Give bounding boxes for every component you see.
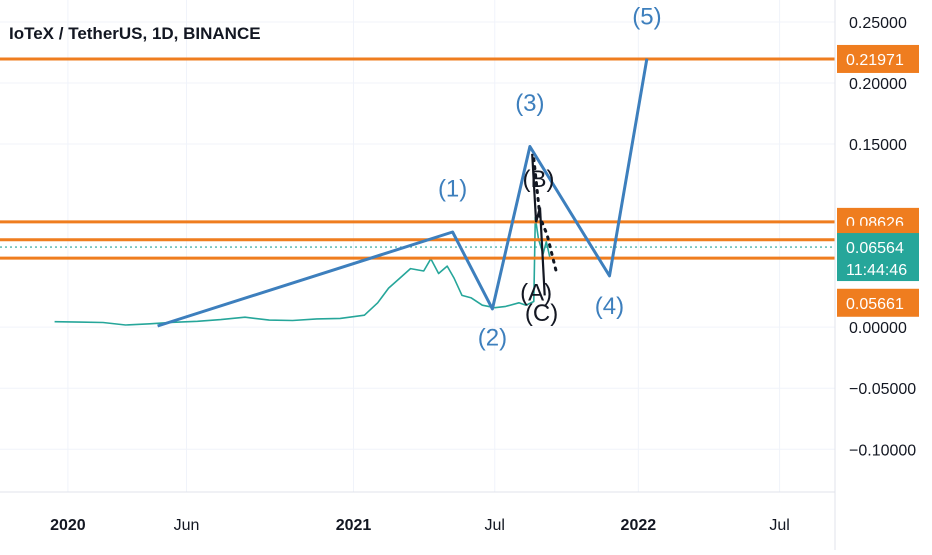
x-tick-label: Jul: [769, 517, 789, 534]
wave-label: (2): [478, 324, 507, 351]
level-tag-label: 0.05661: [846, 296, 904, 313]
correction-wave-line: [531, 153, 546, 296]
elliott-wave-line: [157, 58, 649, 328]
x-tick-label: 2022: [621, 517, 657, 534]
countdown-label: 11:44:46: [846, 262, 907, 279]
wave-label: (4): [595, 293, 624, 320]
x-tick-label: 2021: [336, 517, 372, 534]
grid: [0, 0, 835, 492]
y-tick-label: 0.00000: [849, 320, 907, 337]
x-axis[interactable]: 2020 Jun 2021 Jul 2022 Jul: [50, 517, 790, 534]
level-tag: [837, 288, 919, 317]
y-tick-label: −0.05000: [849, 381, 916, 398]
x-tick-label: 2020: [50, 517, 86, 534]
x-tick-label: Jul: [485, 517, 505, 534]
y-tick-label: 0.15000: [849, 137, 907, 154]
price-tags: 0.219710.086260.071610.056610.0656411:44…: [837, 44, 919, 317]
y-axis[interactable]: 0.25000 0.20000 0.15000 0.00000 −0.05000 −0.1…: [849, 15, 916, 459]
sub-wave-label: (B): [522, 166, 554, 193]
price-series: [54, 216, 551, 326]
sub-wave-label: (A): [520, 279, 552, 306]
wave-label: (5): [632, 3, 661, 30]
wave-label: (3): [515, 90, 544, 117]
level-tag: [837, 44, 919, 73]
wave-path[interactable]: [157, 58, 649, 328]
sub-wave-label: (C): [525, 300, 558, 327]
current-price-label: 0.06564: [846, 240, 904, 257]
y-tick-label: 0.20000: [849, 76, 907, 93]
y-tick-label: −0.10000: [849, 442, 916, 459]
price-line: [54, 216, 551, 326]
level-tag-label: 0.21971: [846, 52, 904, 69]
horizontal-levels[interactable]: [0, 57, 835, 260]
current-price-tag: [837, 233, 919, 282]
chart-title: IoTeX / TetherUS, 1D, BINANCE: [9, 24, 261, 43]
correction-wave-dotted: [532, 157, 558, 274]
wave-labels: (1) (2) (3) (4) (5) (B) (A)(C): [438, 3, 662, 351]
y-tick-label: 0.25000: [849, 15, 907, 32]
wave-label: (1): [438, 176, 467, 203]
x-tick-label: Jun: [174, 517, 200, 534]
